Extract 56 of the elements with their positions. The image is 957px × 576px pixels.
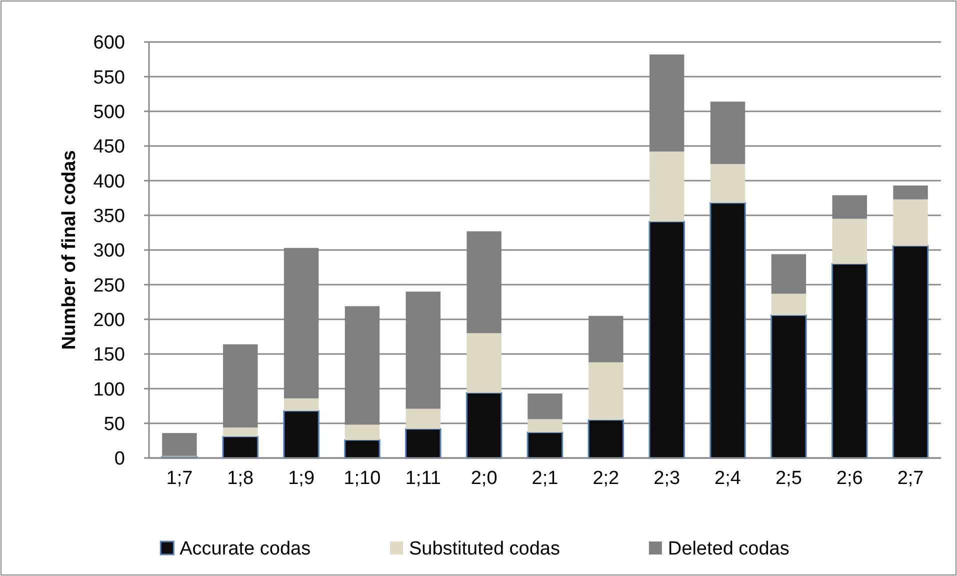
y-tick-label: 600 [93,32,125,54]
bar [526,432,564,459]
bar [528,394,562,420]
bar [649,152,684,222]
bar [466,333,502,393]
legend-label: Deleted codas [668,538,790,560]
y-tick-label: 300 [93,240,125,262]
x-tick-label: 2;3 [654,468,680,489]
bar [528,419,562,432]
y-tick-label: 150 [93,344,125,366]
bar [344,439,380,459]
bar [466,392,502,459]
x-tick-label: 2;2 [592,468,620,489]
bar [406,408,441,429]
x-tick-label: 2;4 [714,468,742,489]
x-tick-label: 1;11 [405,468,441,489]
y-tick-label: 100 [93,379,125,400]
x-tick-label: 1;10 [344,468,381,489]
bar [893,186,928,200]
bar [648,220,685,459]
x-tick-label: 1;8 [227,468,254,489]
y-axis-title: Number of final codas [59,150,80,350]
legend-label: Substituted codas [408,538,560,560]
bar [770,314,807,459]
y-tick-label: 50 [104,414,125,435]
bar [710,202,746,459]
bar [588,419,624,459]
y-tick-label: 450 [93,136,125,158]
bar [405,428,442,459]
bar [284,398,319,411]
y-tick-label: 500 [93,102,125,123]
x-tick-label: 2;5 [775,468,802,489]
x-tick-label: 1;9 [288,468,315,489]
x-tick-label: 2;6 [836,468,863,489]
y-tick-label: 350 [93,206,125,227]
y-tick-label: 550 [93,67,125,88]
bar [222,436,258,459]
bar [588,362,624,420]
bar [223,427,258,437]
x-tick-label: 1;7 [166,468,193,489]
bar [892,245,929,459]
x-tick-label: 2;1 [532,468,558,489]
bar [344,424,380,440]
bar [832,218,867,264]
bar [283,410,320,459]
y-tick-label: 200 [93,310,125,331]
bar [893,199,928,246]
y-tick-label: 0 [114,448,125,470]
bar [771,294,806,316]
x-tick-label: 2;7 [897,468,924,489]
y-tick-label: 250 [93,275,125,296]
legend-label: Accurate codas [180,538,311,560]
bar [832,263,868,459]
bar [710,164,746,203]
x-tick-label: 2;0 [470,468,498,489]
y-tick-label: 400 [93,171,125,192]
